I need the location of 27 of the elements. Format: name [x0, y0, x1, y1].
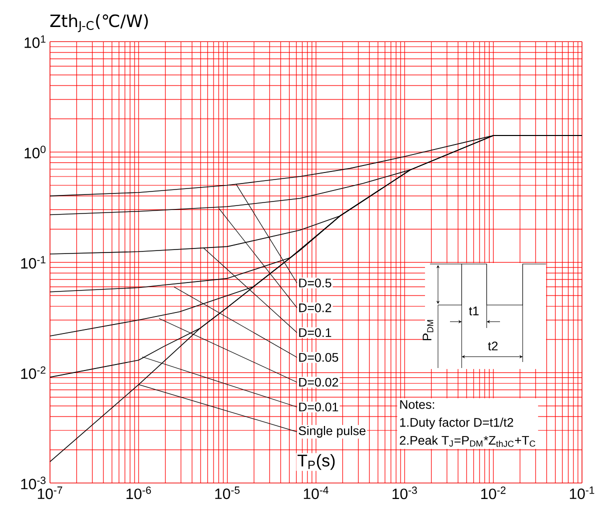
x-tick-label: 10$^{-1}$ — [570, 486, 594, 500]
y-tick-label: 10$^{-2}$ — [21, 366, 46, 379]
x-axis-title: T$_{P}$(s) — [298, 454, 335, 470]
y-tick-label: 10$^{-3}$ — [21, 476, 46, 490]
x-tick-label: 10$^{-3}$ — [392, 486, 417, 500]
annotation: t1 — [469, 306, 479, 316]
annotation: t2 — [488, 342, 498, 350]
x-tick-label: 10$^{-7}$ — [38, 486, 62, 500]
annotation: D=0.02 — [299, 378, 338, 387]
x-tick-label: 10$^{-2}$ — [481, 486, 506, 500]
annotation: D=0.1 — [299, 328, 332, 338]
y-tick-label: 10$^{0}$ — [24, 146, 46, 158]
y-axis-title: Zth$_{J-C}$(℃/W) — [50, 14, 148, 32]
annotation: D=0.01 — [299, 402, 338, 412]
y-tick-label: 10$^{1}$ — [24, 35, 46, 48]
annotation: 1.Duty factor D=t1/t2 — [400, 418, 514, 430]
x-tick-label: 10$^{-6}$ — [126, 486, 151, 500]
annotation: D=0.5 — [299, 278, 332, 288]
x-tick-label: 10$^{-4}$ — [304, 486, 328, 500]
annotation: P$_{DM}$ — [422, 320, 434, 340]
annotation: Notes: — [400, 400, 434, 409]
annotation: Single pulse — [298, 426, 366, 438]
annotation: 2.Peak T$_{J}$=P$_{DM}$*Z$_{thJC}$+T$_{C}$ — [400, 436, 536, 447]
y-tick-label: 10$^{-1}$ — [21, 256, 46, 269]
annotation: D=0.05 — [299, 353, 338, 362]
x-tick-label: 10$^{-5}$ — [215, 486, 240, 500]
annotation: D=0.2 — [299, 303, 332, 312]
